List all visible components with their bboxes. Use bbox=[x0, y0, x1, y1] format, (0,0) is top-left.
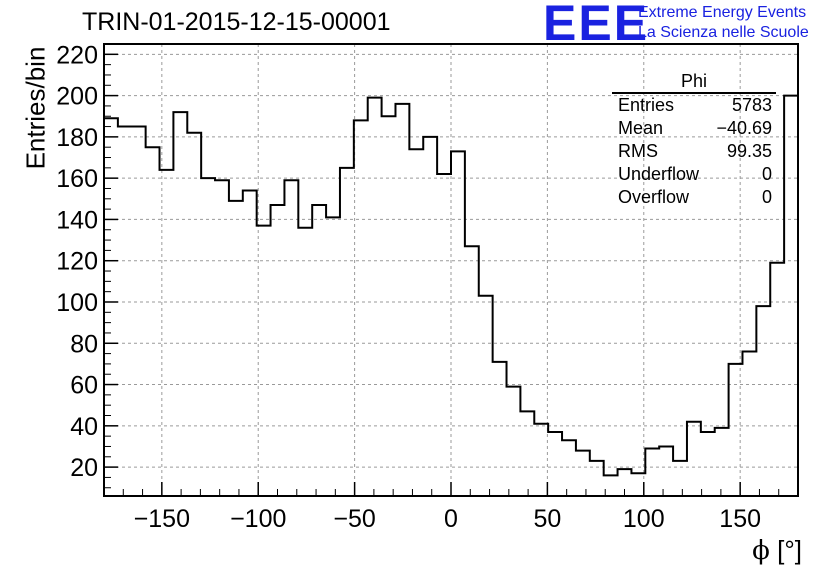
stats-title: Phi bbox=[612, 70, 776, 94]
y-tick-label: 60 bbox=[70, 372, 98, 400]
stats-label: RMS bbox=[618, 141, 658, 161]
stats-row-rms: RMS 99.35 bbox=[612, 140, 776, 163]
y-tick-label: 200 bbox=[56, 83, 98, 111]
stats-row-overflow: Overflow 0 bbox=[612, 186, 776, 209]
y-tick-label: 80 bbox=[70, 330, 98, 358]
x-axis-unit: [°] bbox=[777, 535, 802, 565]
grid-lines bbox=[104, 44, 798, 496]
y-axis-label: Entries/bin bbox=[20, 46, 51, 170]
y-tick-label: 40 bbox=[70, 413, 98, 441]
stats-value: −40.69 bbox=[716, 118, 772, 138]
x-tick-label: −100 bbox=[230, 505, 286, 533]
histogram-line bbox=[104, 94, 798, 477]
logo-line-2: La Scienza nelle Scuole bbox=[638, 24, 809, 41]
x-tick-label: 50 bbox=[533, 505, 561, 533]
logo-line-1: Extreme Energy Events bbox=[638, 4, 807, 21]
y-tick-label: 20 bbox=[70, 454, 98, 482]
x-tick-label: 150 bbox=[719, 505, 761, 533]
x-axis-symbol: ϕ bbox=[752, 536, 770, 566]
tick-labels: −150 −100 −50 0 50 100 150 20 40 60 80 100 120 140 160… bbox=[56, 41, 761, 533]
stats-label: Overflow bbox=[618, 187, 690, 207]
y-tick-label: 220 bbox=[56, 41, 98, 69]
stats-value: 0 bbox=[761, 164, 772, 184]
stats-row-underflow: Underflow 0 bbox=[612, 163, 776, 186]
y-tick-label: 160 bbox=[56, 165, 98, 193]
stats-row-mean: Mean −40.69 bbox=[612, 117, 776, 140]
stats-row-entries: Entries 5783 bbox=[612, 94, 776, 117]
stats-label: Entries bbox=[618, 95, 675, 115]
stats-value: 99.35 bbox=[726, 141, 772, 161]
y-tick-label: 100 bbox=[56, 289, 98, 317]
x-tick-label: −50 bbox=[333, 505, 375, 533]
y-tick-label: 140 bbox=[56, 206, 98, 234]
eee-logo: EEE bbox=[543, 0, 650, 51]
stats-value: 0 bbox=[761, 187, 772, 207]
y-tick-label: 120 bbox=[56, 248, 98, 276]
x-tick-label: 0 bbox=[444, 505, 458, 533]
x-tick-label: 100 bbox=[623, 505, 665, 533]
stats-label: Mean bbox=[618, 118, 664, 138]
stats-value: 5783 bbox=[731, 95, 772, 115]
x-axis-label: ϕ [°] bbox=[752, 535, 802, 566]
x-tick-label: −150 bbox=[134, 505, 190, 533]
axis-ticks bbox=[104, 43, 780, 496]
stats-label: Underflow bbox=[618, 164, 700, 184]
y-tick-label: 180 bbox=[56, 124, 98, 152]
chart-title: TRIN-01-2015-12-15-00001 bbox=[82, 8, 391, 36]
stats-box: Phi Entries 5783 Mean −40.69 RMS 99.35 U… bbox=[612, 70, 776, 209]
